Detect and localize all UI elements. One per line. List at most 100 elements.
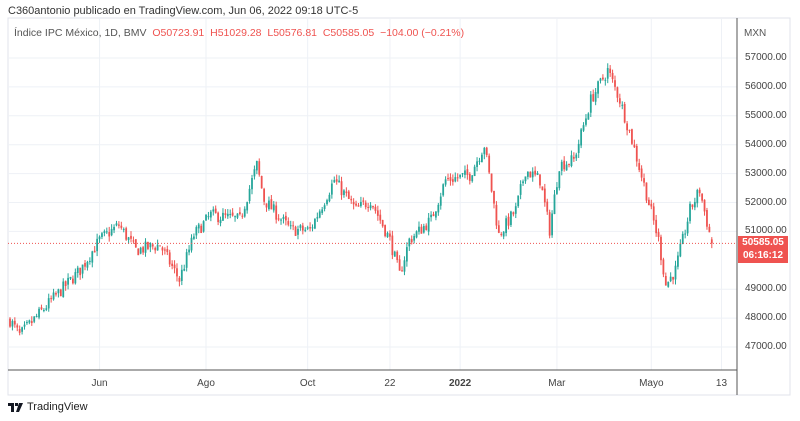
candle-body <box>62 281 65 298</box>
candle-body <box>270 199 273 210</box>
candle-body <box>439 196 442 206</box>
candle <box>427 213 430 236</box>
candle-body <box>495 204 498 226</box>
candle-body <box>505 218 507 234</box>
symbol-title[interactable]: Índice IPC México, 1D, BMV <box>14 27 147 39</box>
candle-body <box>248 188 251 202</box>
candle-body <box>476 161 478 168</box>
candle <box>444 176 447 187</box>
candle <box>241 213 244 219</box>
candle <box>147 241 149 251</box>
candle-body <box>541 186 544 191</box>
candle-body <box>408 238 411 247</box>
candle <box>9 317 11 328</box>
candle-body <box>139 247 142 254</box>
candle <box>589 91 592 118</box>
candle-body <box>103 231 106 234</box>
candle-body <box>335 179 338 182</box>
candle <box>338 175 341 183</box>
candle-body <box>350 198 353 201</box>
candle-body <box>277 218 280 220</box>
candle <box>314 217 316 230</box>
candle <box>270 194 273 210</box>
candle <box>466 164 469 180</box>
candle <box>597 80 599 99</box>
candle-body <box>115 223 118 226</box>
candle-body <box>147 241 149 249</box>
candle-body <box>125 228 128 240</box>
candle-body <box>372 206 374 208</box>
candle <box>677 251 679 270</box>
candle-body <box>347 191 350 199</box>
candle-body <box>585 118 587 125</box>
candle-body <box>466 169 469 175</box>
candle <box>611 69 614 83</box>
candle <box>79 267 82 280</box>
candle <box>372 205 374 210</box>
candle-body <box>173 264 176 269</box>
candle <box>539 174 541 189</box>
candle <box>408 237 411 251</box>
candle <box>294 225 297 237</box>
candle-body <box>323 205 326 209</box>
candle <box>328 192 331 203</box>
candle <box>345 187 348 197</box>
candle-body <box>96 238 99 252</box>
candle-body <box>246 202 249 211</box>
candle-body <box>483 147 486 155</box>
candle-body <box>427 217 430 232</box>
candle-body <box>306 227 309 229</box>
candle <box>289 220 292 230</box>
candle <box>592 89 595 102</box>
candle <box>120 221 123 230</box>
candle <box>127 236 130 244</box>
candle <box>197 222 200 234</box>
candle-body <box>47 298 50 309</box>
candle-body <box>444 179 447 185</box>
candle <box>275 201 278 224</box>
candle-body <box>166 249 169 253</box>
candle <box>635 143 638 167</box>
candle-body <box>280 219 282 221</box>
candle <box>655 214 658 237</box>
candle <box>13 317 16 328</box>
candle-body <box>91 251 94 263</box>
candle-body <box>464 170 466 175</box>
candle <box>251 174 253 195</box>
candle-body <box>415 231 418 238</box>
candle-body <box>471 175 474 182</box>
candle-body <box>577 143 580 154</box>
candle-body <box>301 225 304 231</box>
candle <box>483 146 486 160</box>
candle-body <box>340 181 343 196</box>
candle <box>606 63 609 84</box>
candle-body <box>674 265 677 280</box>
tradingview-logo[interactable]: TradingView <box>8 401 88 413</box>
candle-body <box>57 289 60 294</box>
candle-body <box>638 163 641 170</box>
candle-body <box>105 231 108 233</box>
candle <box>476 157 478 172</box>
candle <box>125 226 128 241</box>
candle-body <box>626 123 628 131</box>
candle-body <box>86 261 89 268</box>
candle <box>149 242 152 253</box>
candle <box>113 224 115 234</box>
candle <box>652 202 655 225</box>
candle-body <box>64 281 67 287</box>
candle-body <box>710 239 713 244</box>
x-tick-label: Oct <box>299 378 316 389</box>
candle-body <box>265 203 268 208</box>
candle <box>280 218 282 225</box>
candle-body <box>693 201 696 208</box>
candle-body <box>367 206 370 208</box>
candle-body <box>236 213 239 218</box>
candle <box>379 209 382 224</box>
candle-body <box>604 79 607 81</box>
candle <box>657 228 660 242</box>
candle-body <box>241 215 244 217</box>
candle <box>193 233 195 241</box>
candle <box>362 197 365 206</box>
candle <box>231 208 234 217</box>
